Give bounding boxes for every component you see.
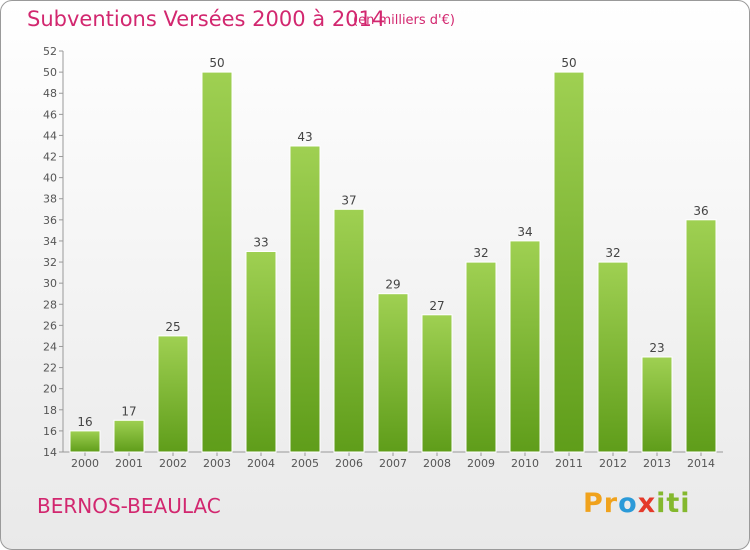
bar-2001 [113,419,145,453]
bar-2013 [641,356,673,453]
data-label-2012: 32 [605,246,620,260]
x-tick-label-2003: 2003 [203,457,231,470]
x-tick-label-2011: 2011 [555,457,583,470]
bar-2003 [201,71,233,453]
data-label-2002: 25 [165,320,180,334]
data-label-2001: 17 [121,404,136,418]
logo-letter: i [656,488,667,519]
y-tick-label: 44 [43,129,57,142]
data-label-2007: 29 [385,278,400,292]
x-tick-label-2010: 2010 [511,457,539,470]
logo-letter: r [603,488,619,519]
data-labels: 16 17 25 50 33 43 37 29 27 32 34 50 32 23 36 [77,56,708,429]
x-tick-label-2001: 2001 [115,457,143,470]
data-label-2013: 23 [649,341,664,355]
data-label-2000: 16 [77,415,92,429]
y-tick-label: 40 [43,172,57,185]
bars [69,71,717,453]
bar-2005 [289,145,321,453]
bar-2006 [333,208,365,453]
x-tick-label-2012: 2012 [599,457,627,470]
data-label-2009: 32 [473,246,488,260]
logo-letter: o [618,488,638,519]
y-tick-label: 50 [43,66,57,79]
y-tick-label: 22 [43,362,57,375]
x-tick-label-2005: 2005 [291,457,319,470]
axes: 14 16 18 20 22 24 26 28 30 32 34 36 38 40 42 44 46 48 50 52… [43,45,723,470]
y-tick-label: 48 [43,87,57,100]
x-tick-label-2002: 2002 [159,457,187,470]
bar-2014 [685,219,717,453]
x-tick-label-2008: 2008 [423,457,451,470]
proxiti-logo[interactable]: Proxiti [583,488,691,519]
y-tick-label: 18 [43,404,57,417]
data-label-2014: 36 [693,204,708,218]
bar-2002 [157,335,189,453]
y-tick-label: 46 [43,108,57,121]
chart-title: Subventions Versées 2000 à 2014 [27,7,386,31]
y-tick-label: 52 [43,45,57,58]
y-tick-label: 26 [43,319,57,332]
y-tick-label: 36 [43,214,57,227]
chart-unit: (en milliers d'€) [353,13,455,28]
y-tick-label: 42 [43,151,57,164]
bar-2008 [421,314,453,453]
x-tick-label-2009: 2009 [467,457,495,470]
data-label-2010: 34 [517,225,532,239]
data-label-2004: 33 [253,236,268,250]
data-label-2008: 27 [429,299,444,313]
x-tick-label-2004: 2004 [247,457,275,470]
data-label-2003: 50 [209,56,224,70]
x-tick-label-2014: 2014 [687,457,715,470]
data-label-2011: 50 [561,56,576,70]
y-tick-label: 30 [43,277,57,290]
logo-letter: x [637,488,657,519]
bar-2009 [465,261,497,453]
y-tick-label: 28 [43,298,57,311]
y-tick-label: 14 [43,446,57,459]
y-tick-label: 16 [43,425,57,438]
y-tick-label: 32 [43,256,57,269]
data-label-2006: 37 [341,193,356,207]
bar-2007 [377,293,409,453]
x-tick-label-2013: 2013 [643,457,671,470]
x-tick-label-2007: 2007 [379,457,407,470]
y-tick-label: 20 [43,383,57,396]
bar-2010 [509,240,541,453]
bar-2012 [597,261,629,453]
x-tick-label-2000: 2000 [71,457,99,470]
logo-letter: i [680,488,691,519]
y-tick-label: 34 [43,235,57,248]
data-label-2005: 43 [297,130,312,144]
x-tick-label-2006: 2006 [335,457,363,470]
bar-2011 [553,71,585,453]
commune-name: BERNOS-BEAULAC [37,494,221,518]
bar-2004 [245,251,277,453]
logo-letter: P [583,488,604,519]
y-tick-label: 24 [43,340,57,353]
logo-letter: t [666,488,681,519]
bar-2000 [69,430,101,453]
y-tick-label: 38 [43,193,57,206]
